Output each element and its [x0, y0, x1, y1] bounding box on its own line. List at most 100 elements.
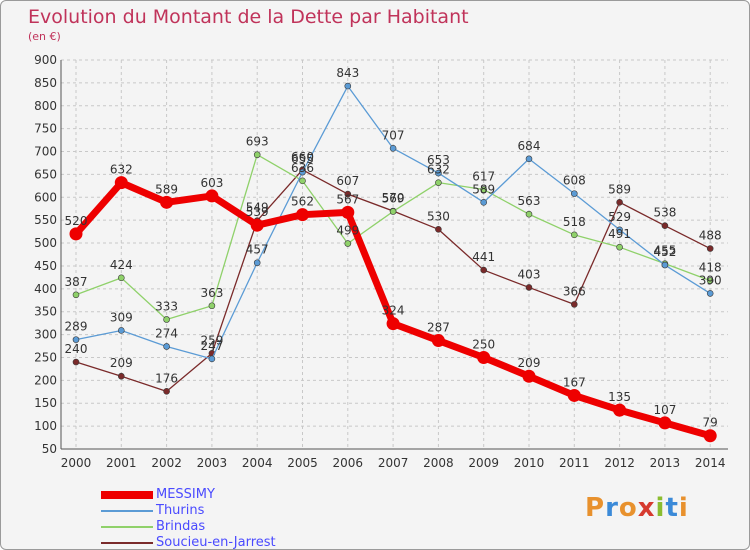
data-point	[296, 208, 309, 222]
data-label: 247	[200, 339, 223, 353]
data-point	[706, 277, 714, 284]
data-point	[431, 334, 445, 348]
data-label: 563	[518, 194, 541, 208]
data-point	[344, 82, 352, 90]
data-point	[522, 369, 536, 383]
data-label: 589	[472, 182, 495, 196]
data-point	[477, 350, 491, 364]
x-tick-label: 2014	[695, 456, 726, 470]
data-point	[613, 403, 627, 417]
data-point	[163, 388, 170, 395]
data-point	[341, 205, 355, 219]
data-label: 418	[699, 261, 722, 275]
data-point	[299, 168, 306, 176]
data-label: 518	[563, 215, 586, 229]
legend-swatch	[101, 491, 153, 499]
data-label: 259	[200, 333, 223, 347]
data-point	[658, 416, 672, 430]
x-tick-label: 2001	[106, 456, 137, 470]
data-label: 684	[518, 139, 541, 153]
data-point	[661, 261, 669, 269]
data-label: 562	[291, 195, 314, 209]
data-point	[389, 145, 397, 152]
data-label: 167	[563, 375, 586, 389]
data-point	[114, 176, 128, 190]
data-point	[616, 226, 623, 234]
y-tick-label: 250	[34, 350, 57, 364]
chart-title: Evolution du Montant de la Dette par Hab…	[28, 6, 469, 28]
data-point	[570, 231, 578, 239]
data-label: 520	[65, 214, 88, 228]
data-label: 403	[518, 267, 541, 281]
y-tick-label: 850	[34, 76, 57, 90]
data-label: 843	[336, 66, 359, 80]
data-label: 135	[608, 390, 631, 404]
data-point	[703, 429, 717, 443]
y-tick-label: 650	[34, 167, 57, 181]
data-point	[72, 291, 80, 299]
data-point	[163, 343, 170, 350]
legend-label: Thurins	[156, 503, 205, 518]
data-label: 693	[246, 135, 269, 149]
data-label: 607	[336, 174, 359, 188]
data-point	[480, 266, 488, 274]
y-tick-label: 900	[34, 53, 57, 67]
y-tick-label: 600	[34, 190, 57, 204]
data-label: 589	[608, 182, 631, 196]
data-label: 660	[291, 150, 314, 164]
legend-label: MESSIMY	[156, 487, 215, 502]
y-tick-label: 550	[34, 213, 57, 227]
data-point	[253, 151, 261, 159]
data-point	[299, 177, 306, 185]
y-tick-label: 200	[34, 373, 57, 387]
data-label: 653	[427, 153, 450, 167]
y-tick-label: 300	[34, 328, 57, 342]
y-tick-label: 450	[34, 259, 57, 273]
data-label: 333	[155, 299, 178, 313]
data-label: 499	[336, 224, 359, 238]
data-label: 569	[382, 191, 405, 205]
data-label: 549	[246, 201, 269, 215]
data-point	[208, 355, 216, 363]
data-label: 488	[699, 229, 722, 243]
x-tick-label: 2008	[423, 456, 454, 470]
data-point	[250, 218, 264, 232]
data-label: 608	[563, 174, 586, 188]
y-tick-label: 700	[34, 145, 57, 159]
data-label: 107	[653, 403, 676, 417]
x-tick-label: 2013	[650, 456, 681, 470]
data-label: 366	[563, 284, 586, 298]
x-tick-label: 2011	[559, 456, 590, 470]
data-point	[525, 155, 533, 163]
x-tick-label: 2000	[61, 456, 92, 470]
legend-swatch	[101, 526, 153, 528]
chart-unit-label: (en €)	[28, 30, 61, 43]
data-label: 176	[155, 371, 178, 385]
data-point	[118, 327, 125, 334]
data-point	[480, 186, 488, 193]
data-label: 570	[382, 191, 405, 205]
data-point	[386, 317, 400, 331]
data-label: 457	[246, 243, 269, 257]
data-label: 655	[291, 152, 314, 166]
x-tick-label: 2012	[604, 456, 635, 470]
data-label: 707	[382, 128, 405, 142]
y-tick-label: 500	[34, 236, 57, 250]
x-tick-label: 2007	[378, 456, 409, 470]
data-point	[435, 226, 442, 233]
data-point	[163, 316, 170, 323]
data-label: 617	[472, 170, 495, 184]
data-point	[435, 169, 442, 177]
data-label: 309	[110, 310, 133, 324]
legend-label: Soucieu-en-Jarrest	[156, 535, 276, 550]
data-point	[344, 190, 352, 198]
data-point	[208, 302, 216, 310]
data-label: 632	[427, 163, 450, 177]
x-tick-label: 2010	[514, 456, 545, 470]
y-tick-label: 150	[34, 396, 57, 410]
x-tick-label: 2006	[333, 456, 364, 470]
data-point	[616, 199, 623, 206]
data-label: 240	[65, 342, 88, 356]
